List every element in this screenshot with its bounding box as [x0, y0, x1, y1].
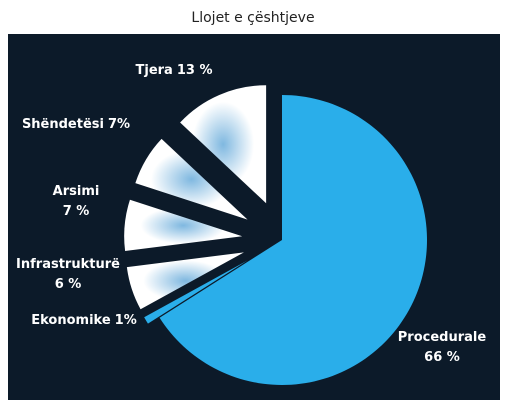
data-label: Shëndetësi 7%: [22, 117, 130, 132]
value-label: 7 %: [63, 204, 90, 219]
category-label: Arsimi: [53, 184, 100, 199]
chart-title: Llojet e çështjeve: [191, 10, 314, 26]
value-label: 6 %: [55, 277, 82, 292]
data-label: Tjera 13 %: [136, 63, 213, 78]
value-label: 1%: [115, 313, 137, 328]
data-label: Ekonomike 1%: [31, 313, 137, 328]
data-label: Procedurale 66 %: [398, 330, 487, 365]
pie-slice: [144, 260, 248, 324]
pie-slice: [124, 199, 243, 252]
value-label: 66 %: [424, 350, 460, 365]
pie-slice: [126, 252, 244, 310]
category-label: Tjera: [136, 63, 173, 78]
pie-slice: [159, 95, 427, 385]
data-label: Infrastrukturë 6 %: [16, 257, 120, 292]
value-label: 7%: [108, 117, 130, 132]
category-label: Infrastrukturë: [16, 257, 120, 272]
pie-slice: [135, 138, 248, 220]
data-label: Arsimi 7 %: [53, 184, 100, 219]
value-label: 13 %: [177, 63, 213, 78]
pie-slice: [180, 85, 267, 204]
category-label: Ekonomike: [31, 313, 111, 328]
category-label: Shëndetësi: [22, 117, 104, 132]
category-label: Procedurale: [398, 330, 487, 345]
